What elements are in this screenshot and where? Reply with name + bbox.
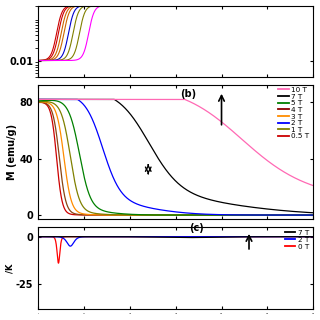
- Y-axis label: /K: /K: [5, 263, 14, 273]
- Legend: 7 T, 2 T, 0 T: 7 T, 2 T, 0 T: [284, 229, 309, 251]
- Legend: 10 T, 7 T, 5 T, 4 T, 3 T, 2 T, 1 T, 0.5 T: 10 T, 7 T, 5 T, 4 T, 3 T, 2 T, 1 T, 0.5 …: [277, 86, 309, 140]
- Y-axis label: M (emu/g): M (emu/g): [7, 124, 17, 180]
- Text: (c): (c): [189, 223, 204, 233]
- Text: (b): (b): [180, 89, 196, 99]
